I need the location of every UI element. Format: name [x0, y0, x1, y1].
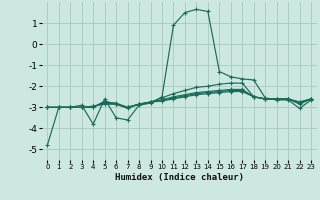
X-axis label: Humidex (Indice chaleur): Humidex (Indice chaleur)	[115, 173, 244, 182]
